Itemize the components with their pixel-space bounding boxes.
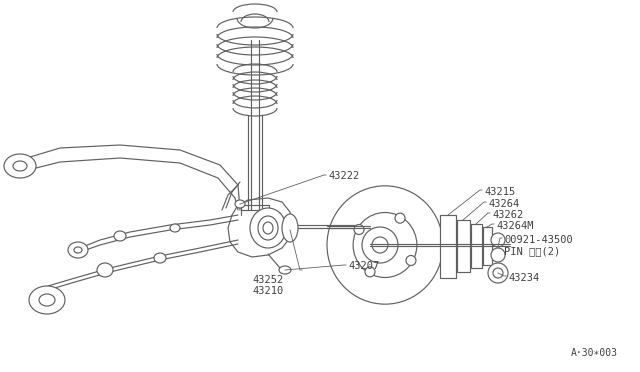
Text: 43252: 43252: [252, 275, 284, 285]
Ellipse shape: [235, 200, 245, 208]
Polygon shape: [457, 220, 470, 272]
Ellipse shape: [279, 266, 291, 274]
Ellipse shape: [68, 242, 88, 258]
Ellipse shape: [488, 263, 508, 283]
Polygon shape: [440, 215, 456, 278]
Ellipse shape: [29, 286, 65, 314]
Text: 43234: 43234: [508, 273, 540, 283]
Ellipse shape: [362, 227, 398, 263]
Ellipse shape: [406, 256, 416, 266]
Polygon shape: [228, 198, 292, 257]
Polygon shape: [471, 224, 482, 268]
Ellipse shape: [263, 222, 273, 234]
Ellipse shape: [258, 216, 278, 240]
Text: 43264M: 43264M: [496, 221, 534, 231]
Ellipse shape: [39, 294, 55, 306]
Ellipse shape: [74, 247, 82, 253]
Text: PIN ビン(2): PIN ビン(2): [504, 246, 560, 256]
Text: 43222: 43222: [328, 171, 359, 181]
Ellipse shape: [353, 212, 417, 278]
Ellipse shape: [491, 248, 505, 262]
Text: 43264: 43264: [488, 199, 519, 209]
Text: 43207: 43207: [348, 261, 380, 271]
Ellipse shape: [372, 237, 388, 253]
Text: 00921-43500: 00921-43500: [504, 235, 573, 245]
Ellipse shape: [491, 233, 505, 247]
Ellipse shape: [170, 224, 180, 232]
Ellipse shape: [154, 253, 166, 263]
Text: 43210: 43210: [252, 286, 284, 296]
Ellipse shape: [376, 236, 394, 254]
Ellipse shape: [365, 267, 375, 277]
Polygon shape: [483, 227, 492, 265]
Ellipse shape: [354, 224, 364, 234]
Ellipse shape: [282, 214, 298, 242]
Text: 43215: 43215: [484, 187, 515, 197]
Ellipse shape: [13, 161, 27, 171]
Ellipse shape: [97, 263, 113, 277]
Ellipse shape: [327, 186, 443, 304]
Text: 43262: 43262: [492, 210, 524, 220]
Ellipse shape: [114, 231, 126, 241]
Ellipse shape: [4, 154, 36, 178]
Ellipse shape: [250, 208, 286, 248]
Text: A·30∗003: A·30∗003: [571, 348, 618, 358]
Ellipse shape: [493, 268, 503, 278]
Ellipse shape: [395, 213, 405, 223]
